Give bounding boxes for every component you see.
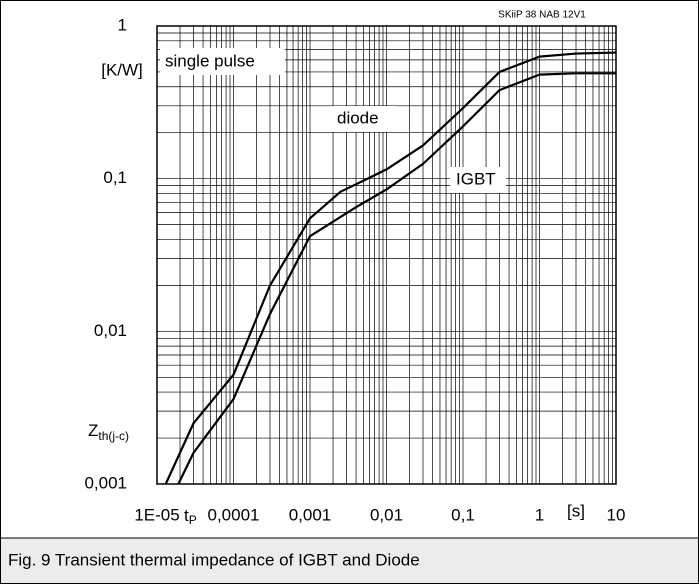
x-tick-label: 0,01 [370, 505, 403, 524]
x-tick-label: 0,001 [289, 505, 332, 524]
y-label: Zth(j-c) [88, 421, 129, 443]
annotation: diode [337, 108, 379, 127]
annotation: IGBT [456, 169, 496, 188]
x-unit: [s] [567, 501, 585, 520]
label-bg [330, 106, 396, 132]
annotation: single pulse [165, 51, 255, 70]
x-label-main: t [184, 506, 189, 525]
caption: Fig. 9 Transient thermal impedance of IG… [8, 550, 420, 569]
y-tick-label: 0,1 [103, 168, 127, 187]
plot-border [156, 25, 617, 485]
header-note: SKiiP 38 NAB 12V1 [498, 10, 586, 21]
y-tick-label: 0,01 [94, 321, 127, 340]
x-tick-label: 1E-05 [134, 505, 179, 524]
y-tick-label: 1 [118, 15, 127, 34]
plot: 1E-05 0,0001 0,001 0,01 0,1 1 10 0,001 0,01 0,1 1 [84, 15, 625, 524]
x-tick-label: 0,1 [451, 505, 475, 524]
series-line [164, 51, 617, 485]
y-unit: [K/W] [101, 60, 143, 79]
series-line [177, 72, 616, 485]
x-tick-label: 10 [607, 505, 626, 524]
x-tick-label: 1 [535, 505, 544, 524]
x-label-sub: P [189, 513, 197, 527]
y-tick-label: 0,001 [84, 473, 127, 492]
y-label-sub: th(j-c) [98, 429, 129, 443]
label-bg [160, 48, 285, 75]
label-bg [450, 167, 506, 193]
x-label: tP [184, 506, 197, 527]
caption-bar [1, 538, 698, 583]
y-label-main: Z [88, 421, 98, 440]
x-tick-label: 0,0001 [208, 505, 260, 524]
